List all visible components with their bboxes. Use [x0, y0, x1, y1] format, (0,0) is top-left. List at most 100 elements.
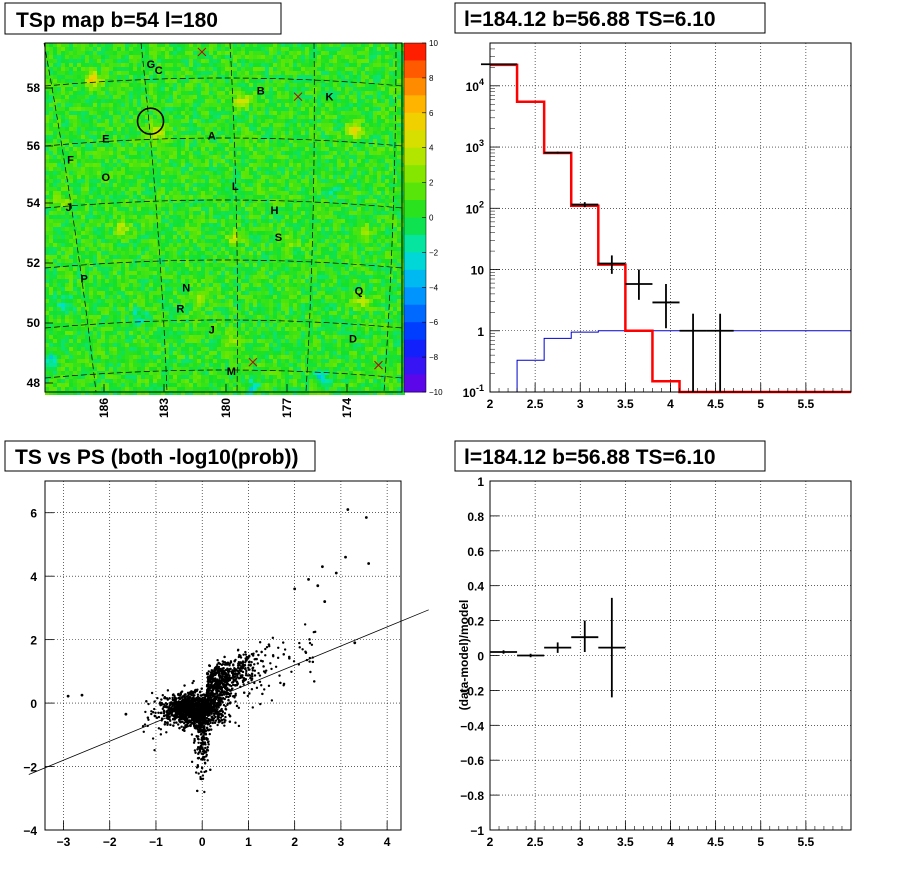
- heatmap-cell: [265, 175, 269, 179]
- heatmap-cell: [65, 115, 69, 119]
- heatmap-cell: [129, 47, 133, 51]
- heatmap-cell: [201, 139, 205, 143]
- heatmap-cell: [365, 115, 369, 119]
- heatmap-cell: [81, 151, 85, 155]
- heatmap-cell: [293, 63, 297, 67]
- heatmap-cell: [373, 227, 377, 231]
- heatmap-cell: [69, 235, 73, 239]
- heatmap-cell: [241, 239, 245, 243]
- heatmap-cell: [313, 151, 317, 155]
- heatmap-cell: [61, 95, 65, 99]
- heatmap-cell: [317, 59, 321, 63]
- heatmap-cell: [77, 251, 81, 255]
- heatmap-cell: [345, 195, 349, 199]
- heatmap-cell: [97, 235, 101, 239]
- heatmap-cell: [49, 167, 53, 171]
- heatmap-cell: [245, 171, 249, 175]
- heatmap-cell: [189, 63, 193, 67]
- heatmap-cell: [101, 59, 105, 63]
- heatmap-cell: [185, 235, 189, 239]
- heatmap-cell: [397, 67, 401, 71]
- heatmap-cell: [189, 191, 193, 195]
- heatmap-cell: [341, 243, 345, 247]
- heatmap-cell: [321, 63, 325, 67]
- heatmap-cell: [249, 155, 253, 159]
- heatmap-cell: [73, 199, 77, 203]
- heatmap-cell: [377, 143, 381, 147]
- heatmap-cell: [213, 43, 217, 47]
- heatmap-cell: [185, 59, 189, 63]
- heatmap-cell: [289, 251, 293, 255]
- heatmap-cell: [337, 219, 341, 223]
- heatmap-cell: [333, 175, 337, 179]
- heatmap-cell: [397, 163, 401, 167]
- heatmap-cell: [333, 235, 337, 239]
- heatmap-cell: [293, 223, 297, 227]
- heatmap-cell: [333, 155, 337, 159]
- heatmap-cell: [93, 91, 97, 95]
- heatmap-cell: [313, 79, 317, 83]
- heatmap-cell: [77, 131, 81, 135]
- heatmap-cell: [369, 127, 373, 131]
- heatmap-cell: [149, 163, 153, 167]
- heatmap-cell: [349, 55, 353, 59]
- heatmap-cell: [165, 99, 169, 103]
- heatmap-cell: [93, 119, 97, 123]
- heatmap-cell: [73, 139, 77, 143]
- heatmap-cell: [145, 247, 149, 251]
- heatmap-cell: [321, 179, 325, 183]
- heatmap-cell: [53, 255, 57, 259]
- heatmap-cell: [225, 199, 229, 203]
- heatmap-cell: [317, 195, 321, 199]
- heatmap-cell: [273, 151, 277, 155]
- heatmap-cell: [85, 159, 89, 163]
- heatmap-cell: [165, 127, 169, 131]
- heatmap-cell: [213, 179, 217, 183]
- heatmap-cell: [53, 183, 57, 187]
- heatmap-cell: [221, 147, 225, 151]
- heatmap-cell: [209, 91, 213, 95]
- heatmap-cell: [325, 135, 329, 139]
- heatmap-cell: [389, 131, 393, 135]
- heatmap-cell: [305, 59, 309, 63]
- heatmap-cell: [189, 79, 193, 83]
- heatmap-cell: [181, 103, 185, 107]
- heatmap-cell: [65, 187, 69, 191]
- heatmap-cell: [153, 179, 157, 183]
- heatmap-cell: [261, 203, 265, 207]
- heatmap-cell: [113, 159, 117, 163]
- heatmap-cell: [273, 75, 277, 79]
- heatmap-cell: [333, 63, 337, 67]
- heatmap-cell: [389, 151, 393, 155]
- heatmap-cell: [337, 171, 341, 175]
- heatmap-cell: [365, 147, 369, 151]
- heatmap-cell: [85, 215, 89, 219]
- heatmap-cell: [161, 107, 165, 111]
- heatmap-cell: [93, 263, 97, 267]
- heatmap-cell: [201, 195, 205, 199]
- heatmap-cell: [201, 43, 205, 47]
- heatmap-cell: [129, 143, 133, 147]
- heatmap-cell: [325, 223, 329, 227]
- heatmap-cell: [229, 123, 233, 127]
- heatmap-cell: [181, 227, 185, 231]
- heatmap-cell: [397, 147, 401, 151]
- heatmap-cell: [397, 183, 401, 187]
- heatmap-cell: [153, 55, 157, 59]
- heatmap-cell: [173, 171, 177, 175]
- heatmap-cell: [389, 119, 393, 123]
- heatmap-cell: [125, 59, 129, 63]
- heatmap-cell: [269, 147, 273, 151]
- heatmap-cell: [253, 159, 257, 163]
- heatmap-cell: [189, 223, 193, 227]
- heatmap-cell: [85, 211, 89, 215]
- heatmap-cell: [353, 83, 357, 87]
- heatmap-cell: [121, 203, 125, 207]
- heatmap-cell: [285, 95, 289, 99]
- heatmap-cell: [389, 207, 393, 211]
- heatmap-cell: [109, 183, 113, 187]
- heatmap-cell: [265, 183, 269, 187]
- heatmap-cell: [253, 95, 257, 99]
- heatmap-cell: [189, 187, 193, 191]
- heatmap-cell: [229, 247, 233, 251]
